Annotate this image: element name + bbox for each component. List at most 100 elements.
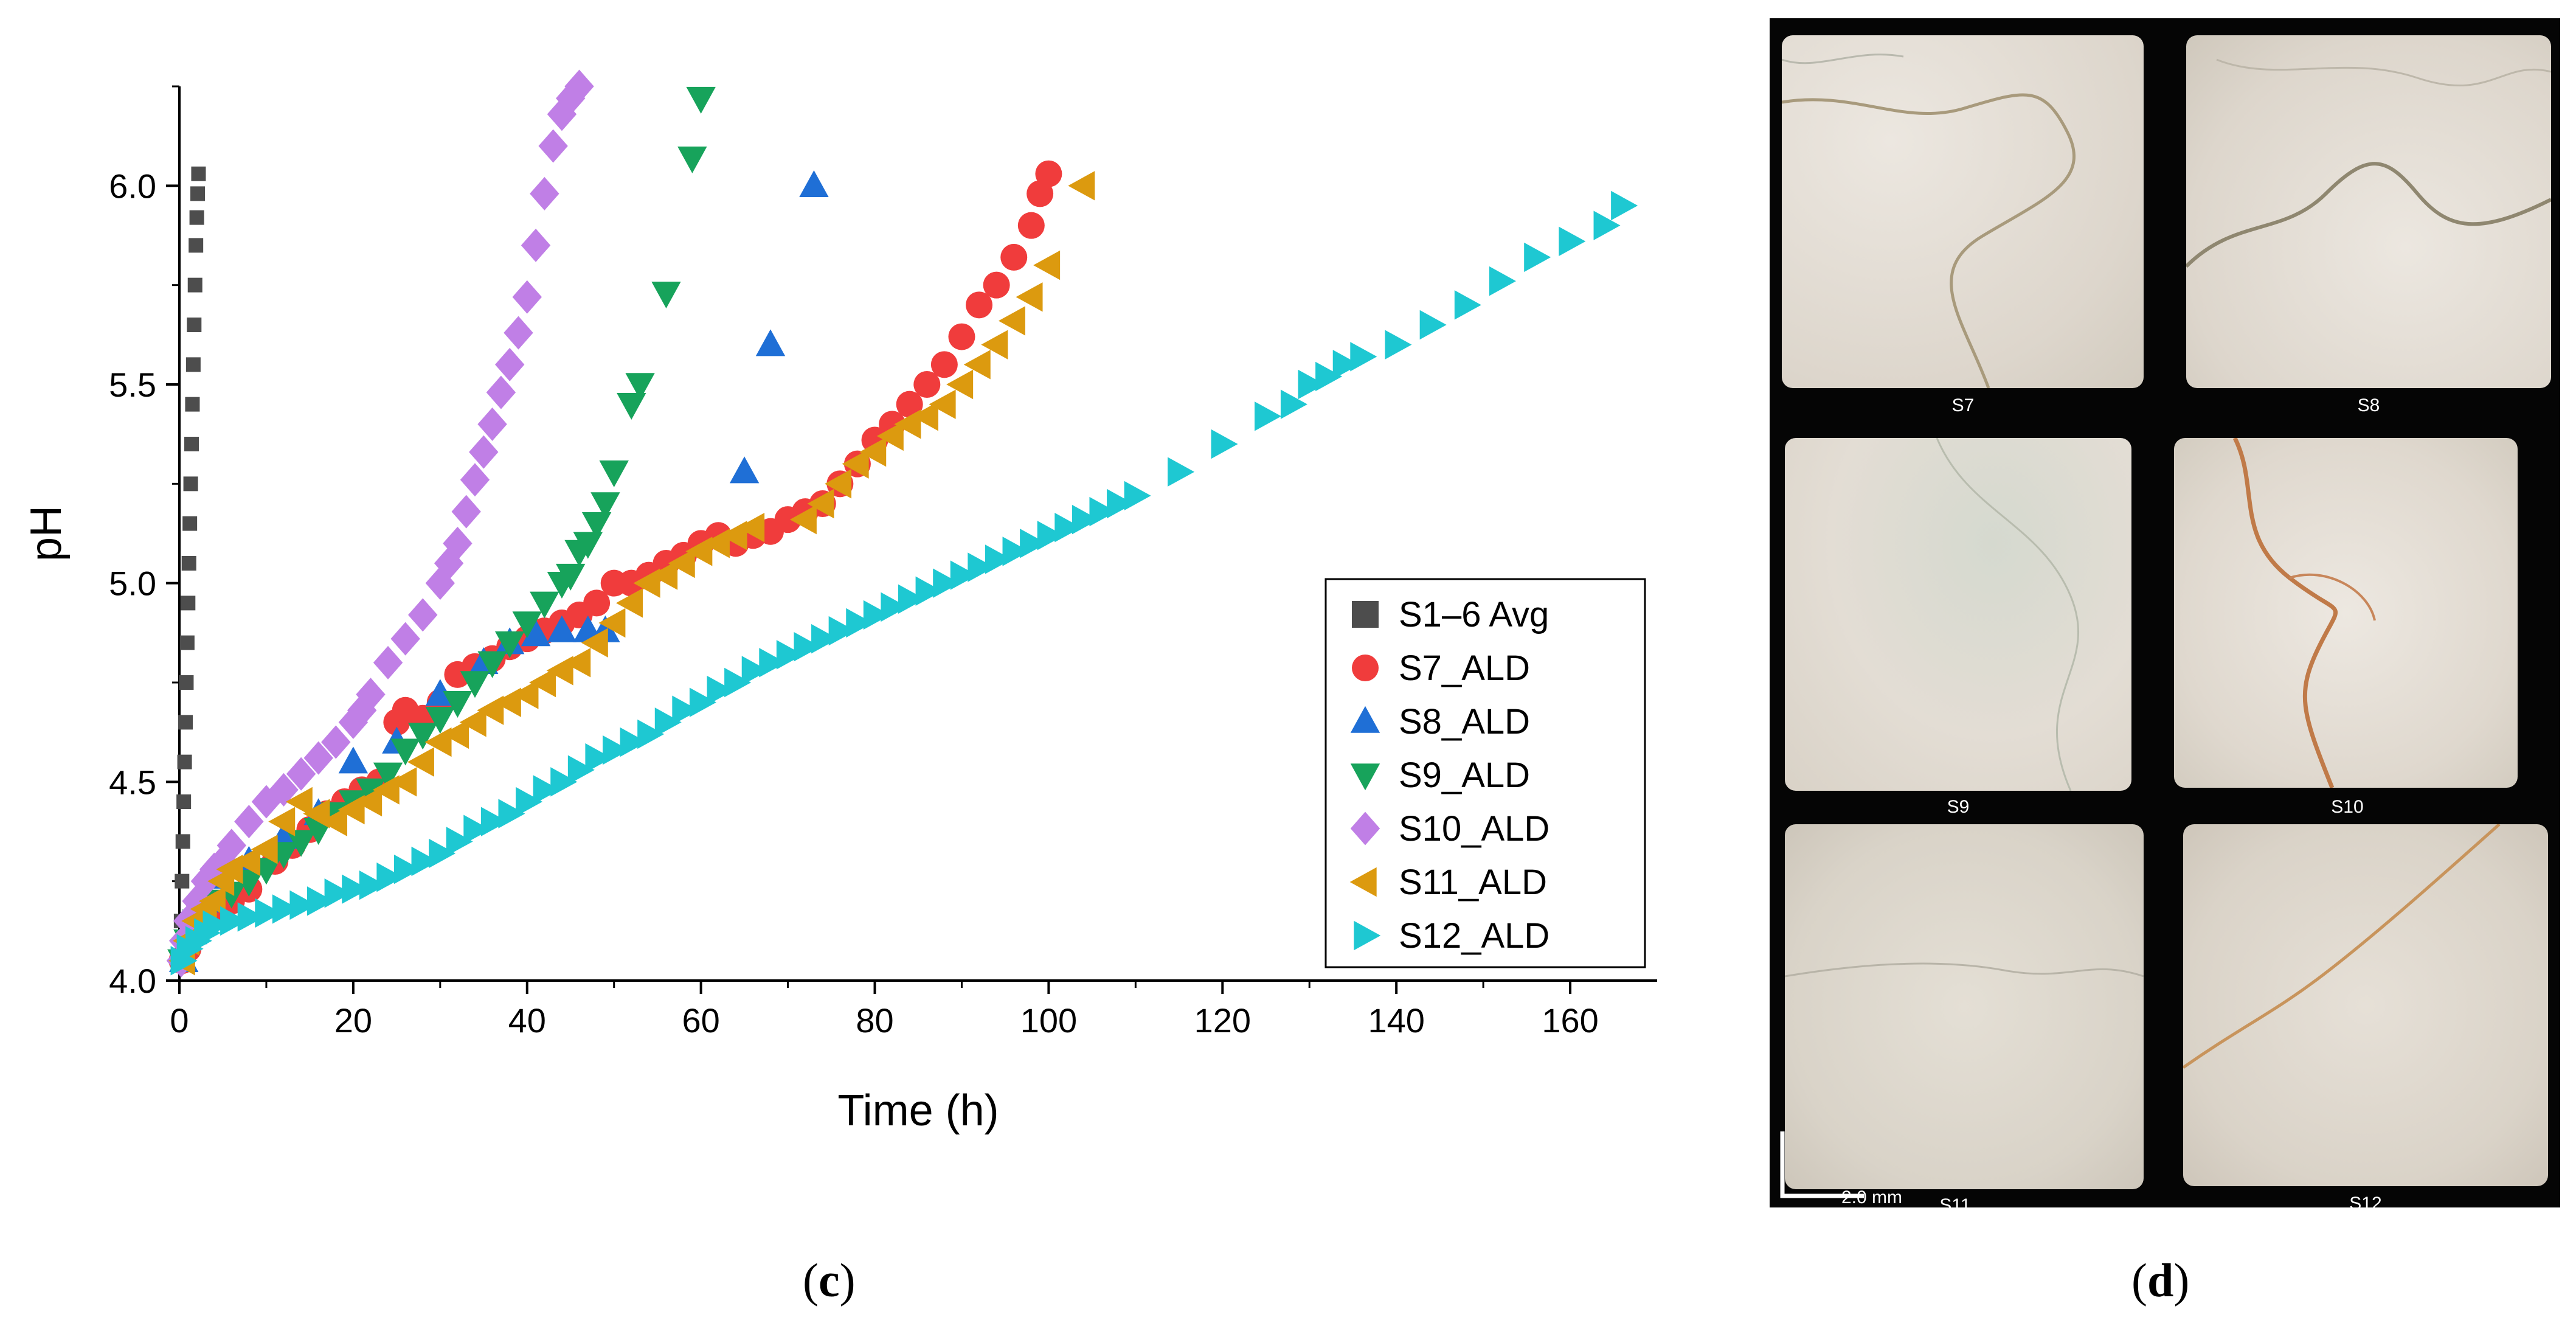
data-point	[583, 589, 611, 617]
data-point	[564, 69, 594, 103]
data-point	[637, 719, 665, 749]
data-point	[1033, 250, 1061, 280]
data-point	[1168, 457, 1195, 487]
data-point	[898, 584, 926, 614]
scale-bar	[1780, 1131, 1864, 1198]
y-tick-label: 4.5	[109, 763, 156, 801]
data-point	[178, 715, 193, 730]
x-tick-label: 140	[1368, 1001, 1424, 1040]
data-point	[191, 166, 206, 181]
vein-marking	[2183, 824, 2501, 1069]
data-point	[1017, 212, 1045, 239]
sample-label-s10: S10	[2331, 797, 2364, 817]
data-point	[286, 757, 316, 791]
legend-label: S1–6 Avg	[1399, 595, 1549, 634]
legend-marker	[1352, 655, 1379, 681]
data-point	[285, 787, 313, 817]
data-point	[529, 667, 556, 698]
data-point	[963, 350, 991, 380]
data-point	[176, 794, 192, 809]
data-point	[184, 437, 199, 451]
panel-label-c-letter: c	[818, 1254, 840, 1307]
data-point	[376, 862, 404, 892]
data-point	[983, 271, 1010, 299]
data-point	[686, 86, 716, 114]
data-point	[789, 504, 817, 535]
data-point	[654, 707, 682, 737]
data-point	[190, 186, 206, 201]
data-point	[759, 648, 786, 678]
data-point	[1298, 369, 1325, 400]
data-point	[373, 762, 403, 790]
legend-label: S10_ALD	[1399, 809, 1549, 849]
data-point	[615, 588, 643, 618]
y-tick-label: 6.0	[109, 167, 156, 205]
data-point	[303, 741, 333, 775]
data-point	[1454, 290, 1481, 320]
data-point	[408, 723, 438, 750]
data-point	[846, 608, 873, 638]
data-point	[1611, 190, 1638, 221]
x-tick-label: 20	[334, 1001, 372, 1040]
legend-label: S8_ALD	[1399, 702, 1530, 742]
ph-scatter-chart: 0 20 40 60 80 100 120 140 160 4.0 4.5 5.0 5.5 6.0 Ti…	[22, 69, 1657, 1135]
data-point	[356, 678, 386, 712]
x-ticks: 0 20 40 60 80 100 120 140 160	[170, 981, 1599, 1040]
data-point	[321, 725, 351, 759]
panel-label-d-letter: d	[2147, 1254, 2174, 1307]
data-point	[512, 280, 542, 314]
data-point	[187, 318, 202, 332]
data-point	[469, 435, 499, 469]
legend-label: S9_ALD	[1399, 756, 1530, 795]
series-s9-ald	[167, 86, 716, 976]
scale-bar-label: 2.0 mm	[1841, 1187, 1903, 1207]
data-point	[738, 513, 765, 543]
data-point	[799, 170, 829, 198]
sample-label-s11: S11	[1939, 1195, 1971, 1215]
data-point	[268, 807, 296, 836]
x-tick-label: 100	[1020, 1001, 1077, 1040]
y-axis-title: pH	[22, 505, 71, 561]
data-point	[355, 787, 383, 817]
data-point	[585, 743, 612, 773]
x-tick-label: 120	[1194, 1001, 1251, 1040]
data-point	[896, 391, 923, 418]
data-point	[390, 767, 417, 797]
data-point	[234, 805, 264, 839]
data-point	[198, 886, 226, 916]
data-point	[881, 592, 908, 622]
axes	[178, 86, 1657, 982]
data-point	[459, 707, 486, 737]
data-point	[794, 632, 821, 662]
legend-marker	[1354, 920, 1381, 951]
data-point	[1280, 389, 1307, 419]
data-point	[185, 357, 201, 372]
data-point	[1593, 210, 1621, 240]
legend-marker	[1350, 706, 1380, 733]
data-point	[1037, 521, 1064, 551]
data-point	[512, 611, 542, 639]
data-point	[1489, 266, 1517, 296]
y-tick-label: 5.5	[109, 366, 156, 404]
data-point	[425, 707, 455, 734]
data-point	[187, 277, 203, 293]
data-point	[425, 566, 455, 600]
data-point	[408, 598, 438, 632]
data-point	[390, 738, 420, 766]
x-axis-title: Time (h)	[837, 1086, 999, 1135]
data-point	[220, 906, 248, 936]
data-point	[651, 560, 678, 590]
data-point	[538, 129, 568, 163]
data-point	[966, 291, 993, 319]
data-point	[494, 631, 525, 658]
data-point	[1020, 529, 1047, 558]
legend-marker	[1349, 867, 1377, 897]
data-point	[1315, 361, 1343, 392]
data-point	[825, 469, 852, 499]
legend-box	[1324, 578, 1646, 968]
series-layer	[166, 69, 1638, 978]
legend-label: S12_ALD	[1399, 916, 1549, 956]
data-point	[668, 548, 695, 578]
data-point	[347, 693, 377, 728]
data-point	[1002, 537, 1030, 566]
